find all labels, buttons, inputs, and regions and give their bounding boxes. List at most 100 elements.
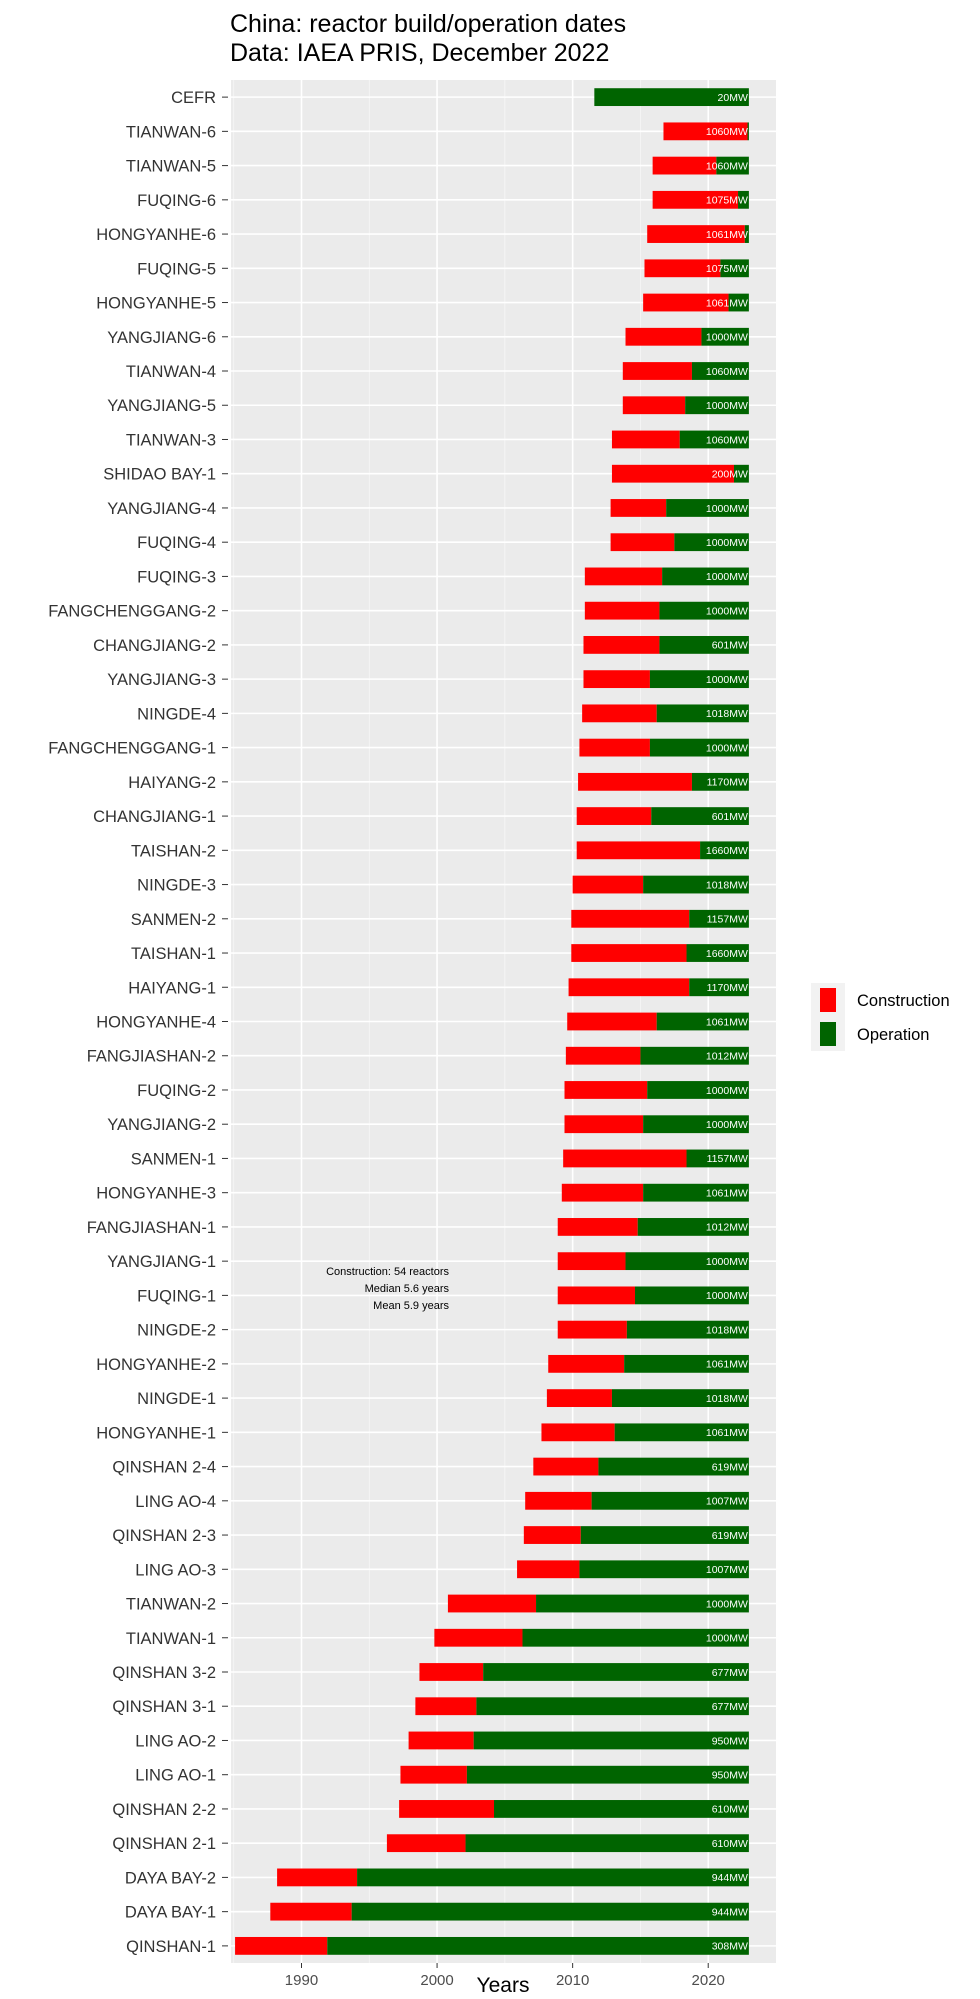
chart-title: China: reactor build/operation dates (230, 10, 626, 38)
capacity-label: 950MW (712, 1770, 748, 1782)
operation-bar (611, 1389, 749, 1408)
reactor-label: FUQING-4 (137, 534, 216, 552)
reactor-label: LING AO-4 (135, 1493, 216, 1511)
reactor-label: FUQING-1 (137, 1287, 216, 1305)
capacity-label: 308MW (712, 1941, 748, 1953)
operation-bar (685, 396, 749, 415)
capacity-label: 1000MW (706, 571, 748, 583)
operation-bar (679, 430, 749, 449)
capacity-label: 1000MW (706, 1085, 748, 1097)
capacity-label: 1000MW (706, 1290, 748, 1302)
reactor-label: YANGJIANG-6 (107, 329, 216, 347)
operation-bar (691, 772, 749, 791)
reactor-label: NINGDE-2 (137, 1322, 216, 1340)
legend: Construction Operation (811, 983, 950, 1051)
construction-bar (563, 1149, 687, 1168)
capacity-label: 1012MW (706, 1222, 748, 1234)
construction-bar (557, 1218, 638, 1236)
reactor-label: TIANWAN-3 (126, 431, 216, 449)
x-axis-title: Years (477, 1974, 530, 1997)
construction-bar (610, 499, 667, 517)
operation-bar (691, 362, 749, 380)
chart-subtitle: Data: IAEA PRIS, December 2022 (230, 39, 609, 67)
capacity-label: 1000MW (706, 537, 748, 549)
construction-bar (584, 567, 663, 586)
reactor-label: LING AO-1 (135, 1767, 216, 1785)
operation-bar (522, 1628, 749, 1647)
reactor-label: SANMEN-2 (131, 911, 216, 929)
reactor-label: CHANGJIANG-1 (93, 808, 216, 826)
capacity-label: 1170MW (707, 777, 748, 789)
operation-bar (640, 1046, 749, 1065)
construction-bar (583, 635, 660, 654)
operation-bar (643, 1183, 749, 1202)
construction-bar (548, 1354, 625, 1373)
construction-bar (564, 1081, 648, 1099)
reactor-label: TIANWAN-4 (126, 363, 216, 381)
capacity-label: 1000MW (706, 1256, 748, 1268)
operation-bar (626, 1320, 749, 1339)
capacity-label: 20MW (718, 92, 748, 104)
annotation-line-1: Construction: 54 reactors (326, 1266, 449, 1278)
capacity-label: 200MW (712, 469, 748, 481)
construction-bar (567, 1012, 657, 1031)
operation-bar (483, 1663, 749, 1681)
capacity-label: 1012MW (706, 1051, 748, 1063)
construction-bar (434, 1628, 523, 1647)
operation-bar (747, 122, 749, 141)
capacity-label: 1018MW (706, 708, 748, 720)
operation-bar (659, 601, 749, 620)
capacity-label: 950MW (712, 1735, 748, 1747)
construction-bar (399, 1800, 495, 1818)
operation-bar (625, 1252, 749, 1271)
capacity-label: 610MW (712, 1838, 748, 1850)
construction-bar (625, 327, 702, 346)
construction-bar (525, 1491, 592, 1510)
x-axis-ticks: 1990 2000 2010 2020 (285, 1963, 725, 1989)
capacity-label: 1018MW (706, 1393, 748, 1405)
reactor-label: HONGYANHE-2 (96, 1356, 216, 1374)
capacity-label: 1061MW (706, 1187, 748, 1199)
construction-bar (533, 1457, 599, 1476)
capacity-label: 1000MW (706, 674, 748, 686)
operation-bar (494, 1800, 749, 1818)
operation-bar (716, 156, 749, 175)
construction-bar (663, 122, 748, 141)
reactor-label: FUQING-2 (137, 1082, 216, 1100)
operation-bar (649, 738, 749, 757)
construction-bar (583, 670, 650, 689)
capacity-label: 619MW (712, 1461, 748, 1473)
reactor-label: TIANWAN-1 (126, 1630, 216, 1648)
reactor-label: TIANWAN-6 (126, 123, 216, 141)
capacity-label: 1000MW (706, 1598, 748, 1610)
reactor-label: HONGYANHE-5 (96, 295, 216, 313)
construction-bar (546, 1389, 612, 1408)
operation-bar (689, 978, 749, 997)
capacity-label: 677MW (712, 1667, 748, 1679)
capacity-label: 944MW (712, 1872, 748, 1884)
legend-key-construction (820, 988, 836, 1012)
capacity-label: 1075MW (706, 195, 748, 207)
capacity-label: 1000MW (706, 503, 748, 515)
operation-bar (651, 807, 749, 825)
construction-bar (652, 156, 717, 175)
capacity-label: 1157MW (707, 1153, 748, 1165)
capacity-label: 1000MW (706, 742, 748, 754)
construction-bar (578, 772, 692, 791)
reactor-label: QINSHAN-1 (126, 1938, 216, 1956)
capacity-label: 1018MW (706, 879, 748, 891)
operation-bar (738, 190, 749, 209)
reactor-label: SANMEN-1 (131, 1150, 216, 1168)
construction-bar (576, 807, 652, 825)
capacity-label: 1157MW (707, 914, 748, 926)
capacity-label: 1061MW (706, 1427, 748, 1439)
construction-bar (557, 1286, 636, 1305)
capacity-label: 1660MW (706, 948, 748, 960)
annotation-line-2: Median 5.6 years (365, 1283, 450, 1295)
x-tick-label: 2000 (420, 1972, 453, 1989)
reactor-label: HONGYANHE-1 (96, 1424, 216, 1442)
construction-bar (235, 1936, 328, 1955)
annotation-line-3: Mean 5.9 years (373, 1300, 449, 1312)
reactor-label: YANGJIANG-2 (107, 1116, 216, 1134)
